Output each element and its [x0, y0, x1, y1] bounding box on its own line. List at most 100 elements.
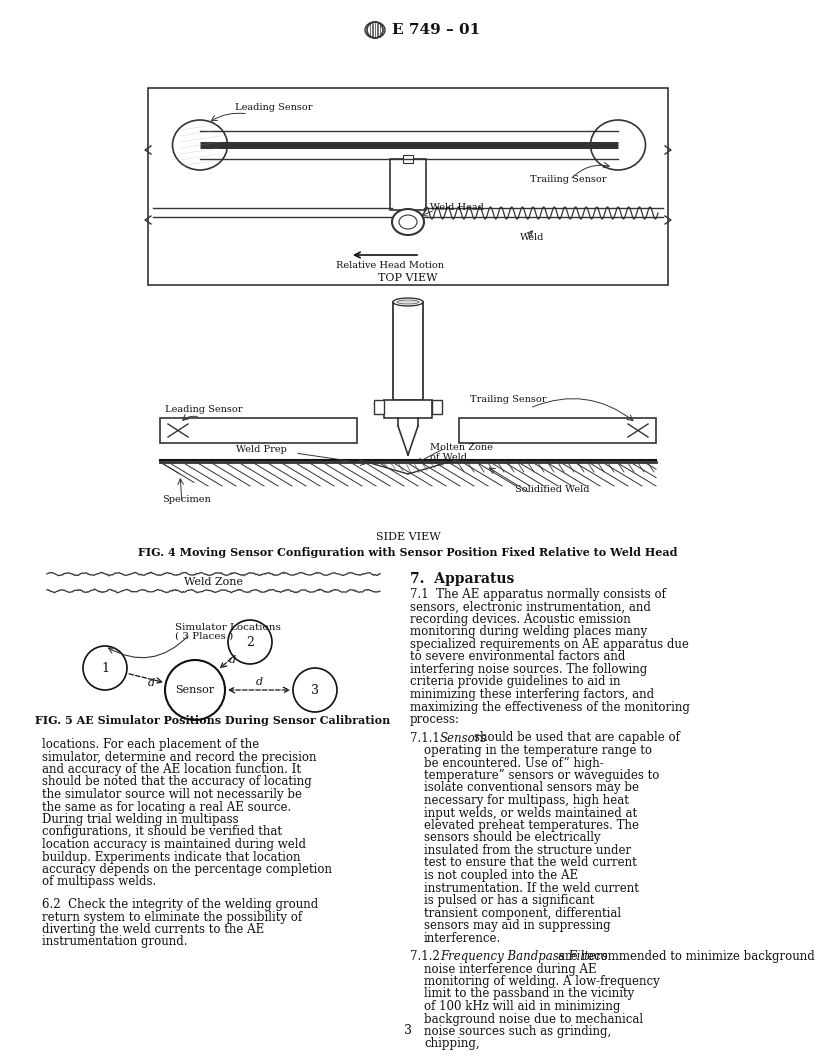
Text: simulator, determine and record the precision: simulator, determine and record the prec…: [42, 751, 317, 763]
Ellipse shape: [172, 120, 228, 170]
Text: 7.1  The AE apparatus normally consists of: 7.1 The AE apparatus normally consists o…: [410, 588, 666, 601]
Text: sensors should be electrically: sensors should be electrically: [424, 831, 601, 845]
Text: interference.: interference.: [424, 931, 501, 944]
Text: ( 3 Places ): ( 3 Places ): [175, 631, 233, 641]
Text: instrumentation. If the weld current: instrumentation. If the weld current: [424, 882, 639, 894]
Text: Weld Prep: Weld Prep: [236, 446, 287, 454]
Text: temperature” sensors or waveguides to: temperature” sensors or waveguides to: [424, 769, 659, 782]
Text: to severe environmental factors and: to severe environmental factors and: [410, 650, 625, 663]
Bar: [459, 418, 656, 444]
Text: sensors may aid in suppressing: sensors may aid in suppressing: [424, 919, 610, 932]
Text: Leading Sensor: Leading Sensor: [235, 103, 313, 113]
Text: 3: 3: [311, 683, 319, 697]
Text: is not coupled into the AE: is not coupled into the AE: [424, 869, 578, 882]
Text: minimizing these interfering factors, and: minimizing these interfering factors, an…: [410, 689, 654, 701]
Circle shape: [165, 660, 225, 720]
Text: d: d: [255, 677, 263, 687]
Text: accuracy depends on the percentage completion: accuracy depends on the percentage compl…: [42, 863, 332, 876]
Text: background noise due to mechanical: background noise due to mechanical: [424, 1013, 643, 1025]
Text: necessary for multipass, high heat: necessary for multipass, high heat: [424, 794, 629, 807]
Text: 7.1.1: 7.1.1: [410, 732, 440, 744]
Text: Molten Zone
of Weld: Molten Zone of Weld: [430, 444, 493, 463]
Text: are recommended to minimize background: are recommended to minimize background: [558, 950, 814, 963]
Text: 6.2  Check the integrity of the welding ground: 6.2 Check the integrity of the welding g…: [42, 898, 318, 911]
Text: diverting the weld currents to the AE: diverting the weld currents to the AE: [42, 923, 264, 936]
Text: of 100 kHz will aid in minimizing: of 100 kHz will aid in minimizing: [424, 1000, 620, 1013]
Text: input welds, or welds maintained at: input welds, or welds maintained at: [424, 807, 637, 819]
Text: isolate conventional sensors may be: isolate conventional sensors may be: [424, 781, 639, 794]
Text: monitoring of welding. A low-frequency: monitoring of welding. A low-frequency: [424, 975, 660, 988]
Text: chipping,: chipping,: [424, 1037, 480, 1051]
Text: sensors, electronic instrumentation, and: sensors, electronic instrumentation, and: [410, 601, 651, 614]
Text: limit to the passband in the vicinity: limit to the passband in the vicinity: [424, 987, 634, 1000]
Text: 7.  Apparatus: 7. Apparatus: [410, 572, 514, 586]
Text: d: d: [228, 656, 236, 665]
Ellipse shape: [591, 120, 645, 170]
Text: monitoring during welding places many: monitoring during welding places many: [410, 625, 647, 639]
Text: Solidified Weld: Solidified Weld: [515, 486, 589, 494]
Bar: [374, 400, 384, 414]
Ellipse shape: [393, 298, 423, 306]
Bar: [432, 400, 442, 414]
Text: FIG. 4 Moving Sensor Configuration with Sensor Position Fixed Relative to Weld H: FIG. 4 Moving Sensor Configuration with …: [138, 547, 678, 559]
Text: 3: 3: [404, 1023, 412, 1037]
Ellipse shape: [397, 300, 419, 304]
Text: Weld Zone: Weld Zone: [184, 577, 242, 587]
Text: criteria provide guidelines to aid in: criteria provide guidelines to aid in: [410, 676, 620, 689]
Text: specialized requirements on AE apparatus due: specialized requirements on AE apparatus…: [410, 638, 689, 650]
Text: operating in the temperature range to: operating in the temperature range to: [424, 744, 652, 757]
Text: noise interference during AE: noise interference during AE: [424, 962, 596, 976]
Text: During trial welding in multipass: During trial welding in multipass: [42, 813, 238, 826]
Text: test to ensure that the weld current: test to ensure that the weld current: [424, 856, 636, 869]
Text: locations. For each placement of the: locations. For each placement of the: [42, 738, 259, 751]
Text: Specimen: Specimen: [162, 495, 211, 505]
Text: be encountered. Use of” high-: be encountered. Use of” high-: [424, 756, 604, 770]
Text: interfering noise sources. The following: interfering noise sources. The following: [410, 663, 647, 676]
Text: maximizing the effectiveness of the monitoring: maximizing the effectiveness of the moni…: [410, 700, 690, 714]
Text: instrumentation ground.: instrumentation ground.: [42, 936, 188, 948]
Bar: [148, 88, 668, 285]
Text: SIDE VIEW: SIDE VIEW: [375, 532, 441, 542]
Text: d: d: [149, 678, 155, 689]
Text: buildup. Experiments indicate that location: buildup. Experiments indicate that locat…: [42, 850, 300, 864]
Text: Sensor: Sensor: [175, 685, 215, 695]
Text: Relative Head Motion: Relative Head Motion: [336, 261, 444, 269]
Text: and accuracy of the AE location function. It: and accuracy of the AE location function…: [42, 763, 301, 776]
Text: should be used that are capable of: should be used that are capable of: [474, 732, 680, 744]
Text: the same as for locating a real AE source.: the same as for locating a real AE sourc…: [42, 800, 291, 813]
Ellipse shape: [392, 209, 424, 235]
Text: Frequency Bandpass Filters: Frequency Bandpass Filters: [440, 950, 607, 963]
Text: the simulator source will not necessarily be: the simulator source will not necessaril…: [42, 788, 302, 802]
Text: should be noted that the accuracy of locating: should be noted that the accuracy of loc…: [42, 775, 312, 789]
Ellipse shape: [399, 215, 417, 229]
Text: process:: process:: [410, 713, 460, 727]
Circle shape: [293, 668, 337, 712]
Bar: [390, 159, 426, 210]
Text: of multipass welds.: of multipass welds.: [42, 875, 156, 888]
Text: 2: 2: [246, 636, 254, 648]
Text: insulated from the structure under: insulated from the structure under: [424, 844, 631, 857]
Text: Trailing Sensor: Trailing Sensor: [530, 175, 606, 185]
Text: Leading Sensor: Leading Sensor: [165, 406, 242, 415]
Text: FIG. 5 AE Simulator Positions During Sensor Calibration: FIG. 5 AE Simulator Positions During Sen…: [35, 715, 391, 725]
Text: Weld Head: Weld Head: [430, 203, 484, 211]
Text: elevated preheat temperatures. The: elevated preheat temperatures. The: [424, 819, 639, 832]
Bar: [393, 302, 423, 400]
Text: return system to eliminate the possibility of: return system to eliminate the possibili…: [42, 910, 302, 924]
Circle shape: [228, 620, 272, 664]
Text: location accuracy is maintained during weld: location accuracy is maintained during w…: [42, 838, 306, 851]
Text: TOP VIEW: TOP VIEW: [379, 274, 437, 283]
Text: noise sources such as grinding,: noise sources such as grinding,: [424, 1025, 611, 1038]
Circle shape: [83, 646, 127, 690]
Text: E 749 – 01: E 749 – 01: [392, 23, 481, 37]
Text: Sensors: Sensors: [440, 732, 487, 744]
Text: transient component, differential: transient component, differential: [424, 906, 621, 920]
Text: Simulator Locations: Simulator Locations: [175, 622, 281, 631]
Bar: [384, 400, 432, 418]
Text: recording devices. Acoustic emission: recording devices. Acoustic emission: [410, 612, 631, 626]
Bar: [403, 155, 413, 163]
Text: is pulsed or has a significant: is pulsed or has a significant: [424, 894, 594, 907]
Text: 1: 1: [101, 661, 109, 675]
Text: Weld: Weld: [520, 232, 544, 242]
Text: 7.1.2: 7.1.2: [410, 950, 440, 963]
